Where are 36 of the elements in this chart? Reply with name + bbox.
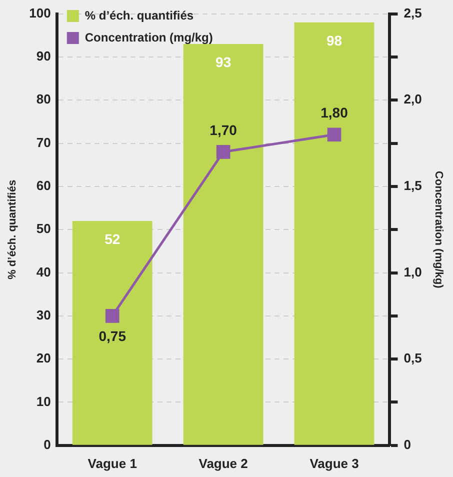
y2-tick-label: 0 — [404, 436, 411, 452]
y-tick-label: 10 — [36, 394, 51, 409]
legend-label: % d’éch. quantifiés — [84, 8, 194, 22]
data-label: 93 — [216, 54, 232, 70]
y-tick-label: 100 — [29, 5, 51, 20]
y-tick-label: 60 — [36, 178, 51, 194]
data-label: 0,75 — [98, 328, 126, 344]
legend-label: Concentration (mg/kg) — [84, 30, 213, 44]
y2-tick-label: 0,5 — [404, 350, 422, 366]
point — [216, 145, 230, 159]
point — [327, 128, 342, 142]
y2-tick-label: 1,5 — [404, 178, 422, 194]
bar — [294, 22, 374, 445]
x-tick-label: Vague 3 — [310, 456, 359, 471]
point — [105, 309, 120, 323]
y-tick-label: 90 — [36, 48, 51, 64]
y2-tick-label: 2,5 — [404, 5, 422, 20]
y-tick-label: 80 — [36, 92, 51, 107]
y2-tick-label: 1,0 — [404, 264, 422, 280]
data-label: 1,80 — [320, 104, 348, 121]
y-tick-label: 50 — [36, 221, 51, 236]
y-tick-label: 20 — [36, 350, 51, 366]
data-label: 52 — [104, 230, 120, 247]
x-tick-label: Vague 1 — [88, 456, 137, 471]
y-tick-label: 0 — [44, 436, 51, 452]
data-label: 98 — [326, 32, 342, 48]
y2-tick-label: 2,0 — [404, 92, 422, 107]
bar — [183, 44, 264, 445]
y-tick-label: 30 — [36, 308, 51, 322]
x-tick-label: Vague 2 — [198, 456, 248, 471]
bar — [72, 220, 152, 445]
y-tick-label: 70 — [36, 134, 51, 150]
y2-axis-title: Concentration (mg/kg) — [432, 170, 444, 289]
y-axis-title: % d’éch. quantifiés — [6, 180, 19, 280]
y-tick-label: 40 — [36, 264, 51, 280]
data-label: 1,70 — [210, 122, 238, 138]
